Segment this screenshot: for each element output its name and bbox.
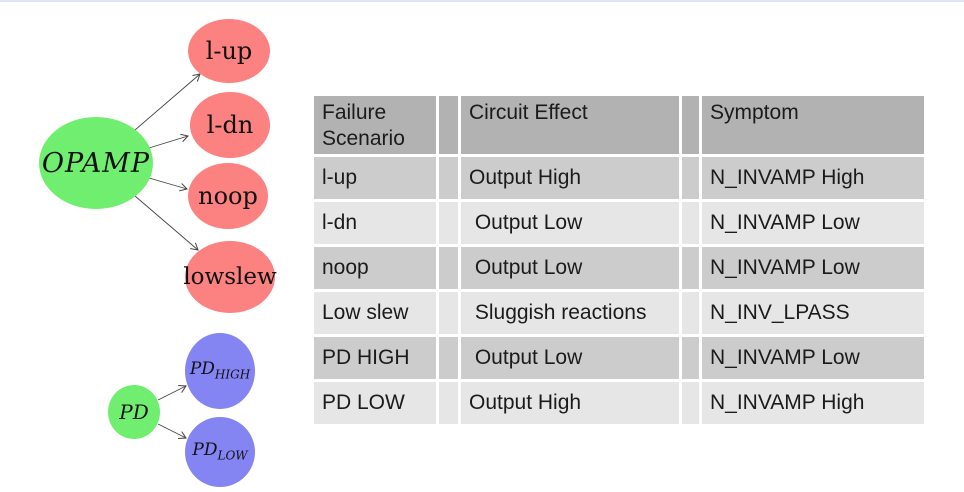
node-label: PD [119,400,149,424]
table-cell-spacer [439,292,458,334]
table-cell-effect: Output Low [461,247,679,289]
table-cell-scenario: Low slew [314,292,436,334]
table-cell-spacer [439,337,458,379]
window-top-edge [0,0,964,2]
table-cell-symptom: N_INVAMP High [702,382,924,424]
table-cell-effect: Output High [461,382,679,424]
table-cell-scenario: l-up [314,157,436,199]
table-cell-spacer [682,157,699,199]
edge-pd-pdlow [157,423,186,438]
table-cell-spacer [439,202,458,244]
node-label: OPAMP [41,147,151,179]
column-header-spacer [439,96,458,154]
column-header-circuit-effect: Circuit Effect [461,96,679,154]
column-header-failure-scenario: Failure Scenario [314,96,436,154]
column-header-spacer [682,96,699,154]
table-cell-spacer [682,292,699,334]
table-cell-effect: Sluggish reactions [461,292,679,334]
table-cell-spacer [682,247,699,289]
failure-scenario-table: Failure Scenario Circuit Effect Symptom … [314,96,924,424]
tree-node-pd-high: PDHIGH [185,333,255,409]
edge-pd-pdhigh [157,386,186,401]
table-cell-symptom: N_INVAMP High [702,157,924,199]
edge-opamp-lup [134,74,200,131]
table-cell-scenario: PD HIGH [314,337,436,379]
tree-node-pd-low: PDLOW [185,417,255,487]
column-header-symptom: Symptom [702,96,924,154]
table-cell-symptom: N_INVAMP Low [702,247,924,289]
tree-node-l-up: l-up [188,19,270,83]
table-cell-effect: Output High [461,157,679,199]
table-cell-spacer [682,382,699,424]
table-cell-spacer [682,337,699,379]
table-cell-symptom: N_INVAMP Low [702,337,924,379]
table-cell-scenario: noop [314,247,436,289]
node-label-subscript: HIGH [214,367,251,382]
table-cell-effect: Output Low [461,337,679,379]
tree-node-noop: noop [188,163,268,229]
tree-node-opamp: OPAMP [39,117,153,209]
node-label: PDHIGH [189,359,251,382]
table-cell-scenario: l-dn [314,202,436,244]
edge-opamp-noop [148,177,187,189]
table-cell-scenario: PD LOW [314,382,436,424]
table-cell-spacer [439,247,458,289]
edge-opamp-ldn [148,136,188,149]
table-cell-spacer [439,157,458,199]
edge-opamp-lowslew [134,195,198,250]
table-cell-spacer [439,382,458,424]
table-cell-spacer [682,202,699,244]
tree-node-lowslew: lowslew [183,241,277,313]
tree-node-l-dn: l-dn [190,92,270,158]
node-label: PDLOW [192,440,248,463]
node-label: lowslew [183,263,277,290]
table-cell-symptom: N_INVAMP Low [702,202,924,244]
node-label: l-up [205,37,253,65]
node-label: l-dn [206,111,254,139]
node-label: noop [198,182,258,210]
node-label-subscript: LOW [217,448,248,463]
tree-arrows [134,0,320,492]
table-cell-effect: Output Low [461,202,679,244]
table-cell-symptom: N_INV_LPASS [702,292,924,334]
tree-node-pd: PD [108,385,160,439]
